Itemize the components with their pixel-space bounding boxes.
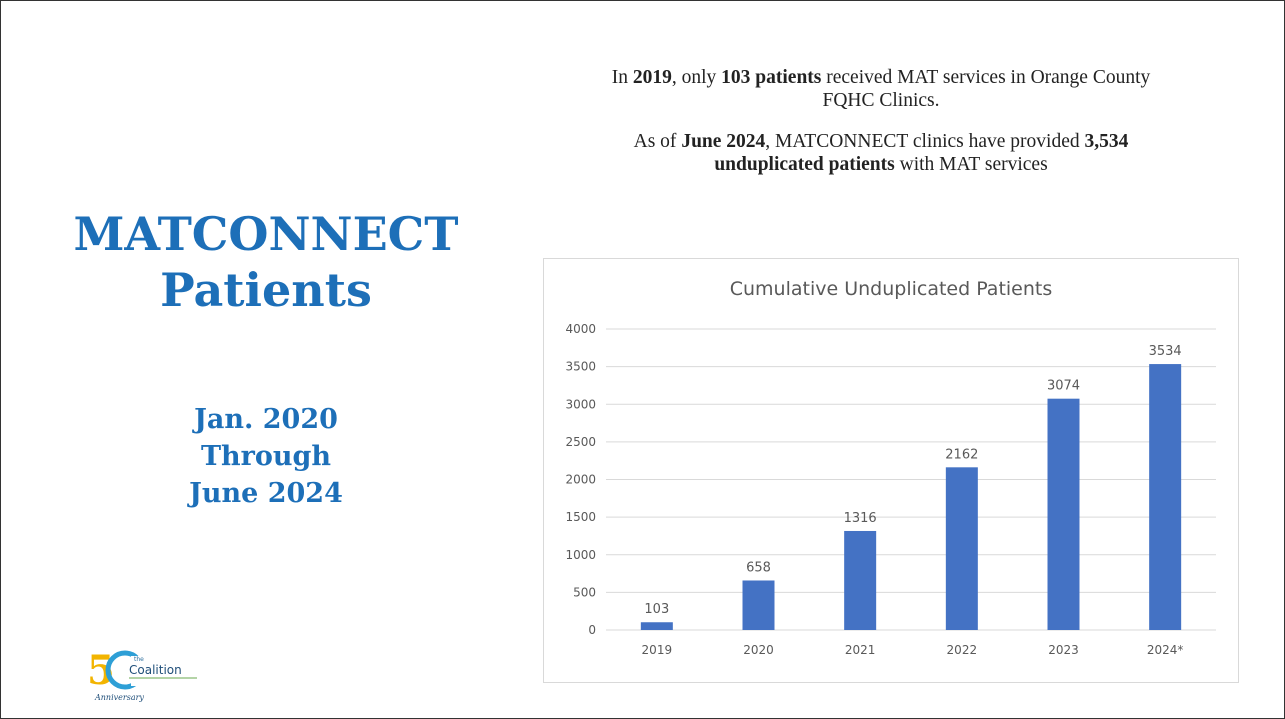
bars	[640, 364, 1182, 630]
bar-2023	[1047, 398, 1080, 630]
y-tick-label: 500	[573, 585, 596, 599]
chart-frame: Cumulative Unduplicated Patients 0 500 100…	[543, 258, 1239, 683]
x-tick-label: 2022	[947, 643, 978, 657]
y-tick-label: 4000	[565, 322, 596, 336]
x-tick-label: 2020	[743, 643, 774, 657]
coalition-50th-anniversary-logo: 5 the Coalition Anniversary	[87, 647, 197, 702]
info-text-run: , MATCONNECT clinics have provided	[765, 131, 1085, 152]
info-bold-date: June 2024	[681, 131, 766, 152]
y-tick-label: 0	[588, 623, 596, 637]
title-line-1: MATCONNECT	[73, 207, 459, 261]
data-labels: 103 658 1316 2162 3074 3534	[644, 344, 1181, 617]
logo-small-text: the	[134, 656, 144, 663]
logo-name: Coalition	[129, 663, 182, 677]
data-label: 3534	[1149, 344, 1182, 359]
slide-title: MATCONNECT Patients	[41, 206, 491, 318]
info-bold-patients: 103 patients	[721, 67, 822, 88]
date-line-2: Through	[200, 441, 332, 472]
logo-number-5: 5	[87, 647, 115, 694]
date-range: Jan. 2020 Through June 2024	[121, 401, 411, 512]
info-text-run: with MAT services	[894, 154, 1048, 175]
info-paragraph-2019: In 2019, only 103 patients received MAT …	[591, 66, 1171, 112]
y-tick-label: 2500	[565, 435, 596, 449]
info-text-run: received MAT services in Orange County F…	[821, 67, 1151, 111]
logo-script-text: Anniversary	[94, 693, 144, 702]
title-line-2: Patients	[160, 263, 372, 317]
bar-chart: Cumulative Unduplicated Patients 0 500 100…	[565, 278, 1216, 657]
x-tick-label: 2021	[845, 643, 876, 657]
info-bold-unduplicated: 3,534 unduplicated patients	[714, 131, 1129, 175]
bar-2024	[1149, 364, 1182, 630]
data-label: 2162	[945, 447, 978, 462]
bar-2019	[640, 622, 673, 630]
date-line-3: June 2024	[189, 478, 343, 509]
y-tick-label: 3500	[565, 360, 596, 374]
gridlines	[606, 328, 1216, 631]
bar-2022	[945, 467, 978, 630]
bar-2021	[844, 530, 877, 630]
y-tick-label: 2000	[565, 473, 596, 487]
data-label: 1316	[844, 511, 877, 526]
y-tick-label: 1000	[565, 548, 596, 562]
x-tick-label: 2024*	[1147, 643, 1184, 657]
info-bold-year: 2019	[632, 67, 672, 88]
info-text-run: , only	[671, 67, 722, 88]
date-line-1: Jan. 2020	[194, 404, 338, 435]
chart-title: Cumulative Unduplicated Patients	[730, 278, 1053, 300]
info-text-run: In	[611, 67, 633, 88]
info-paragraph-2024: As of June 2024, MATCONNECT clinics have…	[591, 130, 1171, 176]
x-tick-label: 2023	[1048, 643, 1079, 657]
data-label: 103	[644, 602, 669, 617]
data-label: 3074	[1047, 379, 1080, 394]
data-label: 658	[746, 560, 771, 575]
x-axis-ticks: 2019 2020 2021 2022 2023 2024*	[642, 643, 1184, 657]
info-text-run: As of	[633, 131, 682, 152]
y-axis-ticks: 0 500 1000 1500 2000 2500 3000 3500 4000	[565, 322, 596, 637]
y-tick-label: 1500	[565, 510, 596, 524]
bar-2020	[742, 580, 775, 630]
y-tick-label: 3000	[565, 397, 596, 411]
info-text: In 2019, only 103 patients received MAT …	[591, 66, 1171, 194]
x-tick-label: 2019	[642, 643, 673, 657]
